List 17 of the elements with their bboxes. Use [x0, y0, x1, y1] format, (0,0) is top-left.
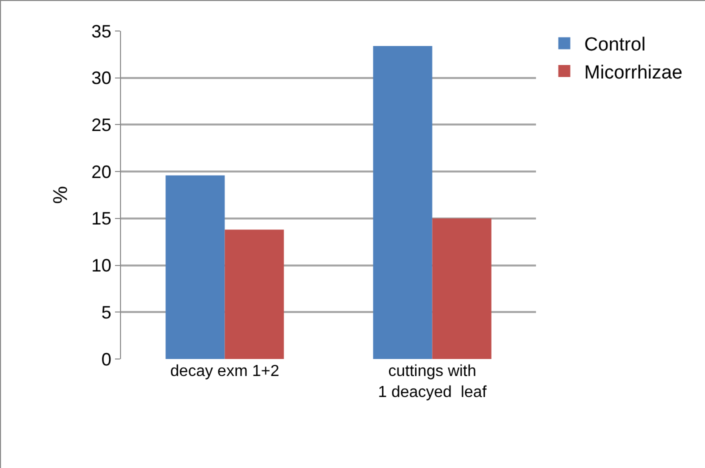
legend-label: Micorrhizae [584, 62, 683, 84]
y-tick-label: 25 [91, 115, 112, 136]
x-tick-label: cuttings with 1 deacyed leaf [378, 363, 488, 401]
y-tick-label: 0 [101, 349, 112, 370]
y-tick-label: 20 [91, 162, 112, 182]
x-tick-label: decay exm 1+2 [170, 363, 280, 380]
bar [224, 230, 284, 359]
y-tick-label: 15 [91, 208, 112, 229]
bar [432, 218, 492, 359]
y-tick-label: 30 [91, 68, 112, 88]
y-axis-title: % [50, 186, 72, 204]
y-tick-label: 10 [91, 256, 112, 276]
bar [166, 175, 225, 359]
legend-label: Control [584, 34, 646, 56]
y-tick-label: 35 [91, 21, 112, 42]
y-tick-label: 5 [101, 302, 112, 322]
bar [373, 46, 432, 359]
